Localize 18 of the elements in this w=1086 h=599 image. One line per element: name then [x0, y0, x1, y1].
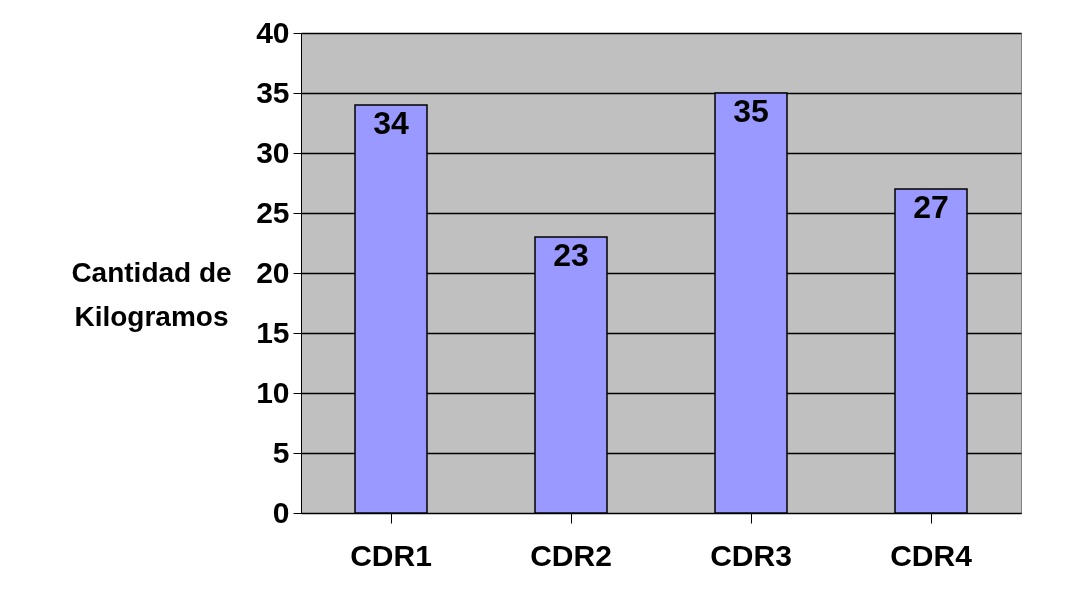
x-tick-label: CDR4: [890, 538, 973, 572]
data-label: 35: [733, 93, 769, 129]
y-tick-label: 25: [256, 195, 290, 229]
y-tick-label: 5: [272, 435, 290, 469]
y-tick-label: 35: [256, 75, 290, 109]
y-tick-label: 20: [256, 255, 290, 289]
y-tick-label: 15: [256, 315, 290, 349]
y-tick-label: 30: [256, 135, 290, 169]
x-tick-label: CDR1: [350, 538, 432, 572]
data-label: 23: [553, 237, 589, 273]
data-label: 34: [373, 105, 409, 141]
y-tick-label: 10: [256, 375, 290, 409]
y-axis-title: Cantidad de Kilogramos: [71, 256, 232, 332]
data-label: 27: [913, 189, 949, 225]
y-tick-label: 0: [272, 495, 290, 529]
x-tick-label: CDR2: [530, 538, 612, 572]
y-tick-label: 40: [256, 15, 290, 49]
x-tick-label: CDR3: [710, 538, 792, 572]
